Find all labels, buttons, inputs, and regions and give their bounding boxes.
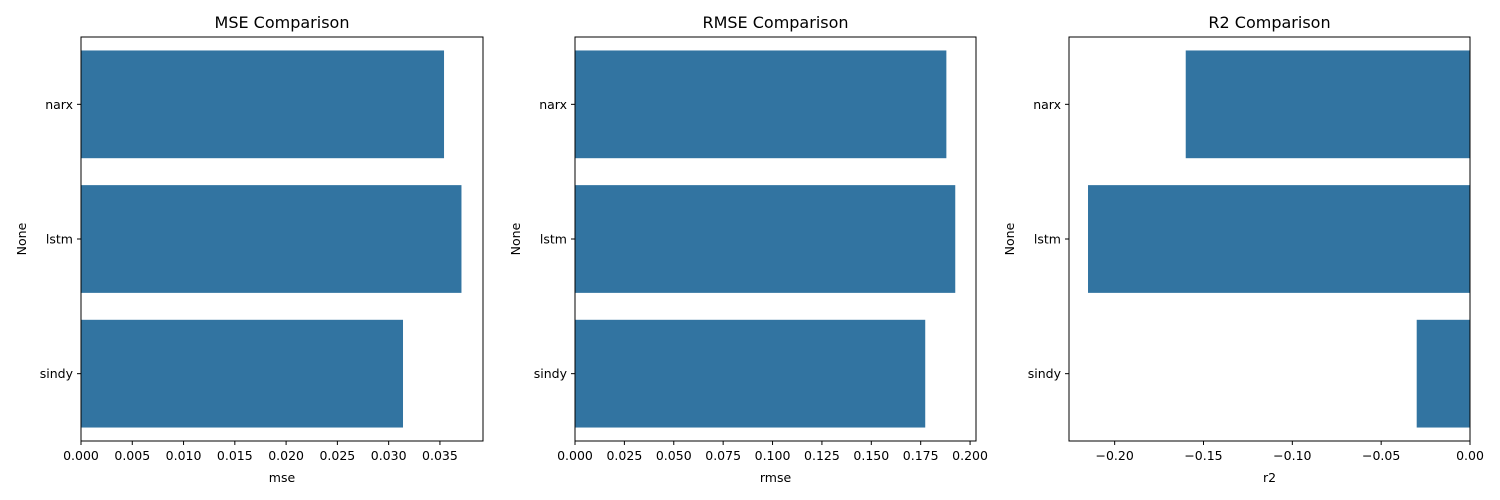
x-tick-label: 0.030 — [371, 448, 407, 463]
x-tick-label: −0.20 — [1096, 448, 1134, 463]
y-tick-label: narx — [539, 97, 567, 112]
y-tick-label: lstm — [1034, 232, 1061, 247]
x-tick-label: 0.015 — [217, 448, 253, 463]
y-tick-label: lstm — [46, 232, 73, 247]
y-axis-label: None — [14, 222, 29, 255]
panel-rmse-comparison: narx lstm sindy 0.000 0.025 0.050 0.075 0.100 0.… — [508, 13, 988, 485]
x-axis-label: rmse — [760, 470, 792, 485]
bar-sindy — [575, 319, 926, 428]
x-tick-label: 0.005 — [114, 448, 150, 463]
panel-r2-comparison: narx lstm sindy −0.20 −0.15 −0.10 −0.05 0.00 R2 … — [1002, 13, 1484, 485]
x-tick-label: 0.00 — [1456, 448, 1484, 463]
x-tick-label: −0.10 — [1273, 448, 1311, 463]
x-tick-label: 0.200 — [952, 448, 988, 463]
x-tick-label: 0.175 — [903, 448, 939, 463]
x-tick-label: 0.000 — [557, 448, 593, 463]
panel-mse-comparison: narx lstm sindy 0.000 0.005 0.010 0.015 0.020 0.… — [14, 13, 484, 485]
chart-title: MSE Comparison — [215, 13, 350, 32]
x-tick-label: 0.075 — [705, 448, 741, 463]
bar-lstm — [81, 185, 462, 293]
bar-narx — [1185, 50, 1470, 159]
x-axis-label: r2 — [1263, 470, 1276, 485]
chart-title: RMSE Comparison — [702, 13, 848, 32]
bar-lstm — [575, 185, 956, 293]
x-tick-label: 0.100 — [755, 448, 791, 463]
y-tick-label: sindy — [40, 366, 74, 381]
y-tick-label: narx — [45, 97, 73, 112]
bar-sindy — [81, 319, 404, 428]
y-tick-label: sindy — [1028, 366, 1062, 381]
chart-title: R2 Comparison — [1208, 13, 1330, 32]
y-axis-label: None — [1002, 222, 1017, 255]
x-tick-label: 0.125 — [804, 448, 840, 463]
x-tick-label: 0.035 — [422, 448, 458, 463]
bar-lstm — [1088, 185, 1470, 293]
bar-narx — [575, 50, 947, 159]
x-tick-label: 0.050 — [656, 448, 692, 463]
y-tick-label: lstm — [540, 232, 567, 247]
y-tick-label: narx — [1033, 97, 1061, 112]
x-tick-label: 0.010 — [166, 448, 202, 463]
x-tick-label: −0.05 — [1362, 448, 1400, 463]
x-axis-label: mse — [269, 470, 296, 485]
y-axis-label: None — [508, 222, 523, 255]
x-tick-label: 0.150 — [853, 448, 889, 463]
x-tick-label: 0.020 — [268, 448, 304, 463]
x-tick-label: 0.025 — [319, 448, 355, 463]
x-tick-label: 0.025 — [606, 448, 642, 463]
bar-narx — [81, 50, 445, 159]
x-tick-label: 0.000 — [63, 448, 99, 463]
bar-sindy — [1416, 319, 1470, 428]
x-tick-label: −0.15 — [1184, 448, 1222, 463]
y-tick-label: sindy — [534, 366, 568, 381]
